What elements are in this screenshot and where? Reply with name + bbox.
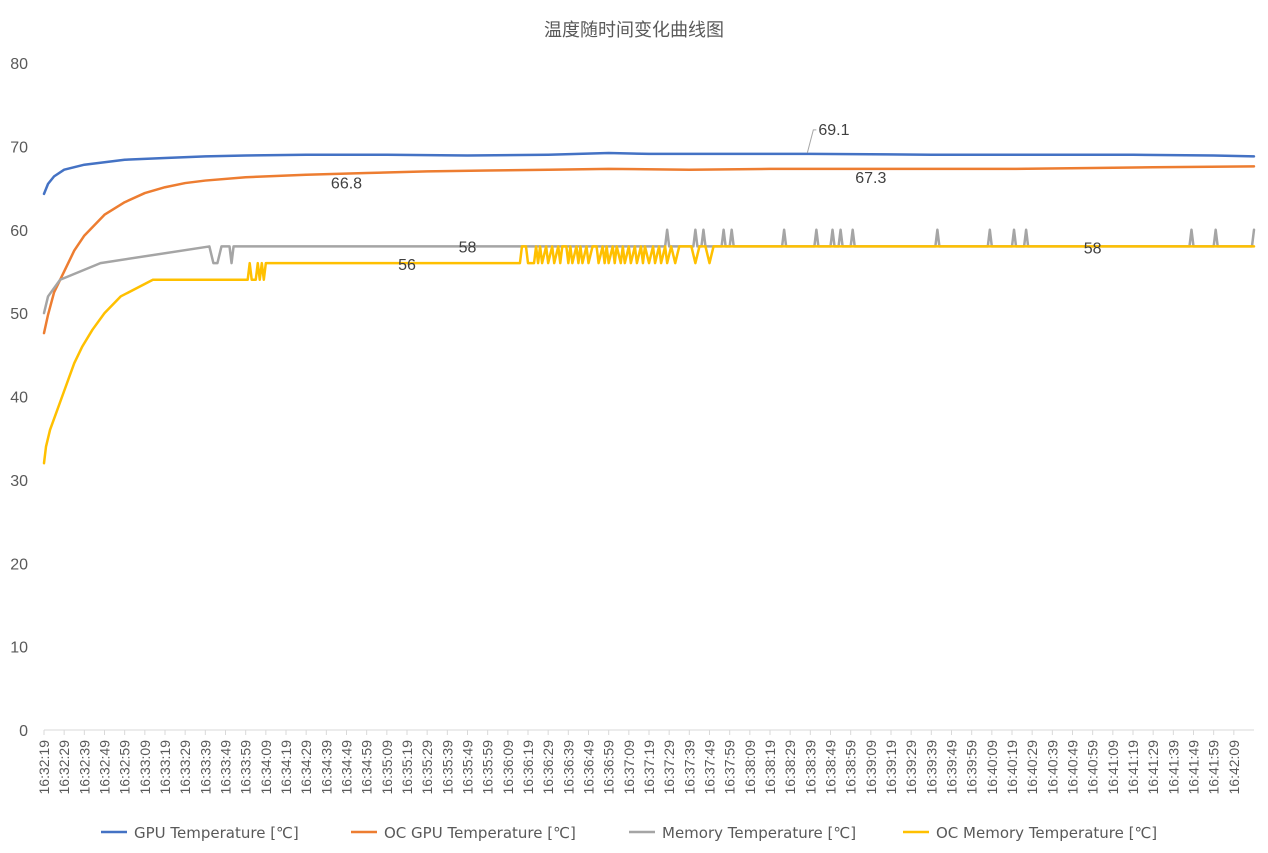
x-tick-label: 16:39:49 bbox=[944, 740, 960, 795]
x-tick-label: 16:38:59 bbox=[843, 740, 859, 795]
x-tick-label: 16:41:49 bbox=[1186, 740, 1202, 795]
data-label: 67.3 bbox=[855, 170, 886, 187]
x-tick-label: 16:35:49 bbox=[460, 740, 476, 795]
chart-title: 温度随时间变化曲线图 bbox=[544, 20, 724, 41]
x-tick-label: 16:37:29 bbox=[661, 740, 677, 795]
legend-label-1: GPU Temperature [℃] bbox=[134, 824, 299, 842]
x-tick-label: 16:32:39 bbox=[76, 740, 92, 795]
x-tick-label: 16:37:39 bbox=[681, 740, 697, 795]
x-tick-label: 16:36:29 bbox=[540, 740, 556, 795]
x-tick-label: 16:41:59 bbox=[1206, 740, 1222, 795]
data-labels: 69.1 66.8 67.3 58 56 58 bbox=[331, 122, 1102, 274]
x-tick-label: 16:40:39 bbox=[1044, 740, 1060, 795]
x-tick-label: 16:32:19 bbox=[36, 740, 52, 795]
y-tick-label: 80 bbox=[10, 56, 28, 73]
x-tick-label: 16:41:39 bbox=[1165, 740, 1181, 795]
series-line-3 bbox=[42, 228, 1256, 315]
x-tick-label: 16:32:49 bbox=[97, 740, 113, 795]
x-tick-label: 16:33:39 bbox=[197, 740, 213, 795]
x-tick-label: 16:33:49 bbox=[218, 740, 234, 795]
x-tick-label: 16:34:39 bbox=[318, 740, 334, 795]
x-tick-label: 16:41:19 bbox=[1125, 740, 1141, 795]
x-tick-label: 16:34:09 bbox=[258, 740, 274, 795]
x-tick-label: 16:36:39 bbox=[560, 740, 576, 795]
x-tick-label: 16:37:09 bbox=[621, 740, 637, 795]
legend-label-2: OC GPU Temperature [℃] bbox=[384, 824, 576, 842]
x-tick-label: 16:33:09 bbox=[137, 740, 153, 795]
x-tick-label: 16:37:19 bbox=[641, 740, 657, 795]
x-tick-label: 16:34:59 bbox=[359, 740, 375, 795]
x-tick-label: 16:39:59 bbox=[964, 740, 980, 795]
x-tick-label: 16:36:49 bbox=[581, 740, 597, 795]
data-label: 58 bbox=[1084, 240, 1102, 257]
x-tick-label: 16:33:19 bbox=[157, 740, 173, 795]
y-tick-label: 70 bbox=[10, 139, 28, 156]
y-tick-label: 60 bbox=[10, 223, 28, 240]
x-tick-label: 16:33:29 bbox=[177, 740, 193, 795]
legend: GPU Temperature [℃] OC GPU Temperature [℃… bbox=[101, 824, 1157, 842]
x-tick-label: 16:41:09 bbox=[1105, 740, 1121, 795]
x-tick-label: 16:40:49 bbox=[1065, 740, 1081, 795]
x-tick-label: 16:35:39 bbox=[439, 740, 455, 795]
data-label: 58 bbox=[459, 239, 477, 256]
x-tick-label: 16:34:19 bbox=[278, 740, 294, 795]
x-tick-label: 16:40:09 bbox=[984, 740, 1000, 795]
data-label: 56 bbox=[398, 257, 416, 274]
x-tick-label: 16:33:59 bbox=[238, 740, 254, 795]
x-tick-label: 16:42:09 bbox=[1226, 740, 1242, 795]
x-tick-label: 16:32:29 bbox=[56, 740, 72, 795]
x-tick-label: 16:40:59 bbox=[1085, 740, 1101, 795]
y-tick-label: 50 bbox=[10, 306, 28, 323]
x-tick-label: 16:37:59 bbox=[722, 740, 738, 795]
x-tick-label: 16:35:59 bbox=[480, 740, 496, 795]
x-tick-label: 16:36:59 bbox=[601, 740, 617, 795]
x-tick-label: 16:35:19 bbox=[399, 740, 415, 795]
label-leader-line bbox=[806, 129, 817, 154]
x-tick-label: 16:38:29 bbox=[782, 740, 798, 795]
data-label: 69.1 bbox=[818, 122, 849, 139]
x-tick-label: 16:38:49 bbox=[823, 740, 839, 795]
x-tick-label: 16:39:19 bbox=[883, 740, 899, 795]
x-tick-label: 16:40:19 bbox=[1004, 740, 1020, 795]
series-line-1 bbox=[42, 151, 1256, 196]
x-tick-label: 16:34:29 bbox=[298, 740, 314, 795]
x-tick-label: 16:35:09 bbox=[379, 740, 395, 795]
y-tick-label: 30 bbox=[10, 473, 28, 490]
x-tick-label: 16:38:19 bbox=[762, 740, 778, 795]
x-tick-label: 16:38:39 bbox=[802, 740, 818, 795]
x-tick-label: 16:37:49 bbox=[702, 740, 718, 795]
x-tick-label: 16:36:19 bbox=[520, 740, 536, 795]
x-tick-label: 16:40:29 bbox=[1024, 740, 1040, 795]
y-tick-label: 0 bbox=[19, 723, 28, 740]
series-line-4 bbox=[42, 245, 1256, 465]
x-tick-label: 16:38:09 bbox=[742, 740, 758, 795]
x-tick-label: 16:41:29 bbox=[1145, 740, 1161, 795]
x-tick-label: 16:35:29 bbox=[419, 740, 435, 795]
y-tick-label: 40 bbox=[10, 390, 28, 407]
x-tick-label: 16:39:09 bbox=[863, 740, 879, 795]
x-axis: 16:32:19 16:32:29 16:32:39 16:32:49 16:32:59… bbox=[36, 729, 1254, 795]
legend-label-3: Memory Temperature [℃] bbox=[662, 824, 856, 842]
legend-label-4: OC Memory Temperature [℃] bbox=[936, 824, 1157, 842]
x-tick-label: 16:36:09 bbox=[500, 740, 516, 795]
x-tick-label: 16:39:39 bbox=[923, 740, 939, 795]
y-tick-label: 20 bbox=[10, 556, 28, 573]
y-axis: 0 10 20 30 40 50 60 70 80 bbox=[10, 56, 28, 740]
x-tick-label: 16:32:59 bbox=[117, 740, 133, 795]
data-label: 66.8 bbox=[331, 176, 362, 193]
series-line-2 bbox=[42, 165, 1256, 335]
y-tick-label: 10 bbox=[10, 640, 28, 657]
x-tick-label: 16:34:49 bbox=[339, 740, 355, 795]
x-tick-label: 16:39:29 bbox=[903, 740, 919, 795]
plot-area bbox=[42, 151, 1256, 465]
